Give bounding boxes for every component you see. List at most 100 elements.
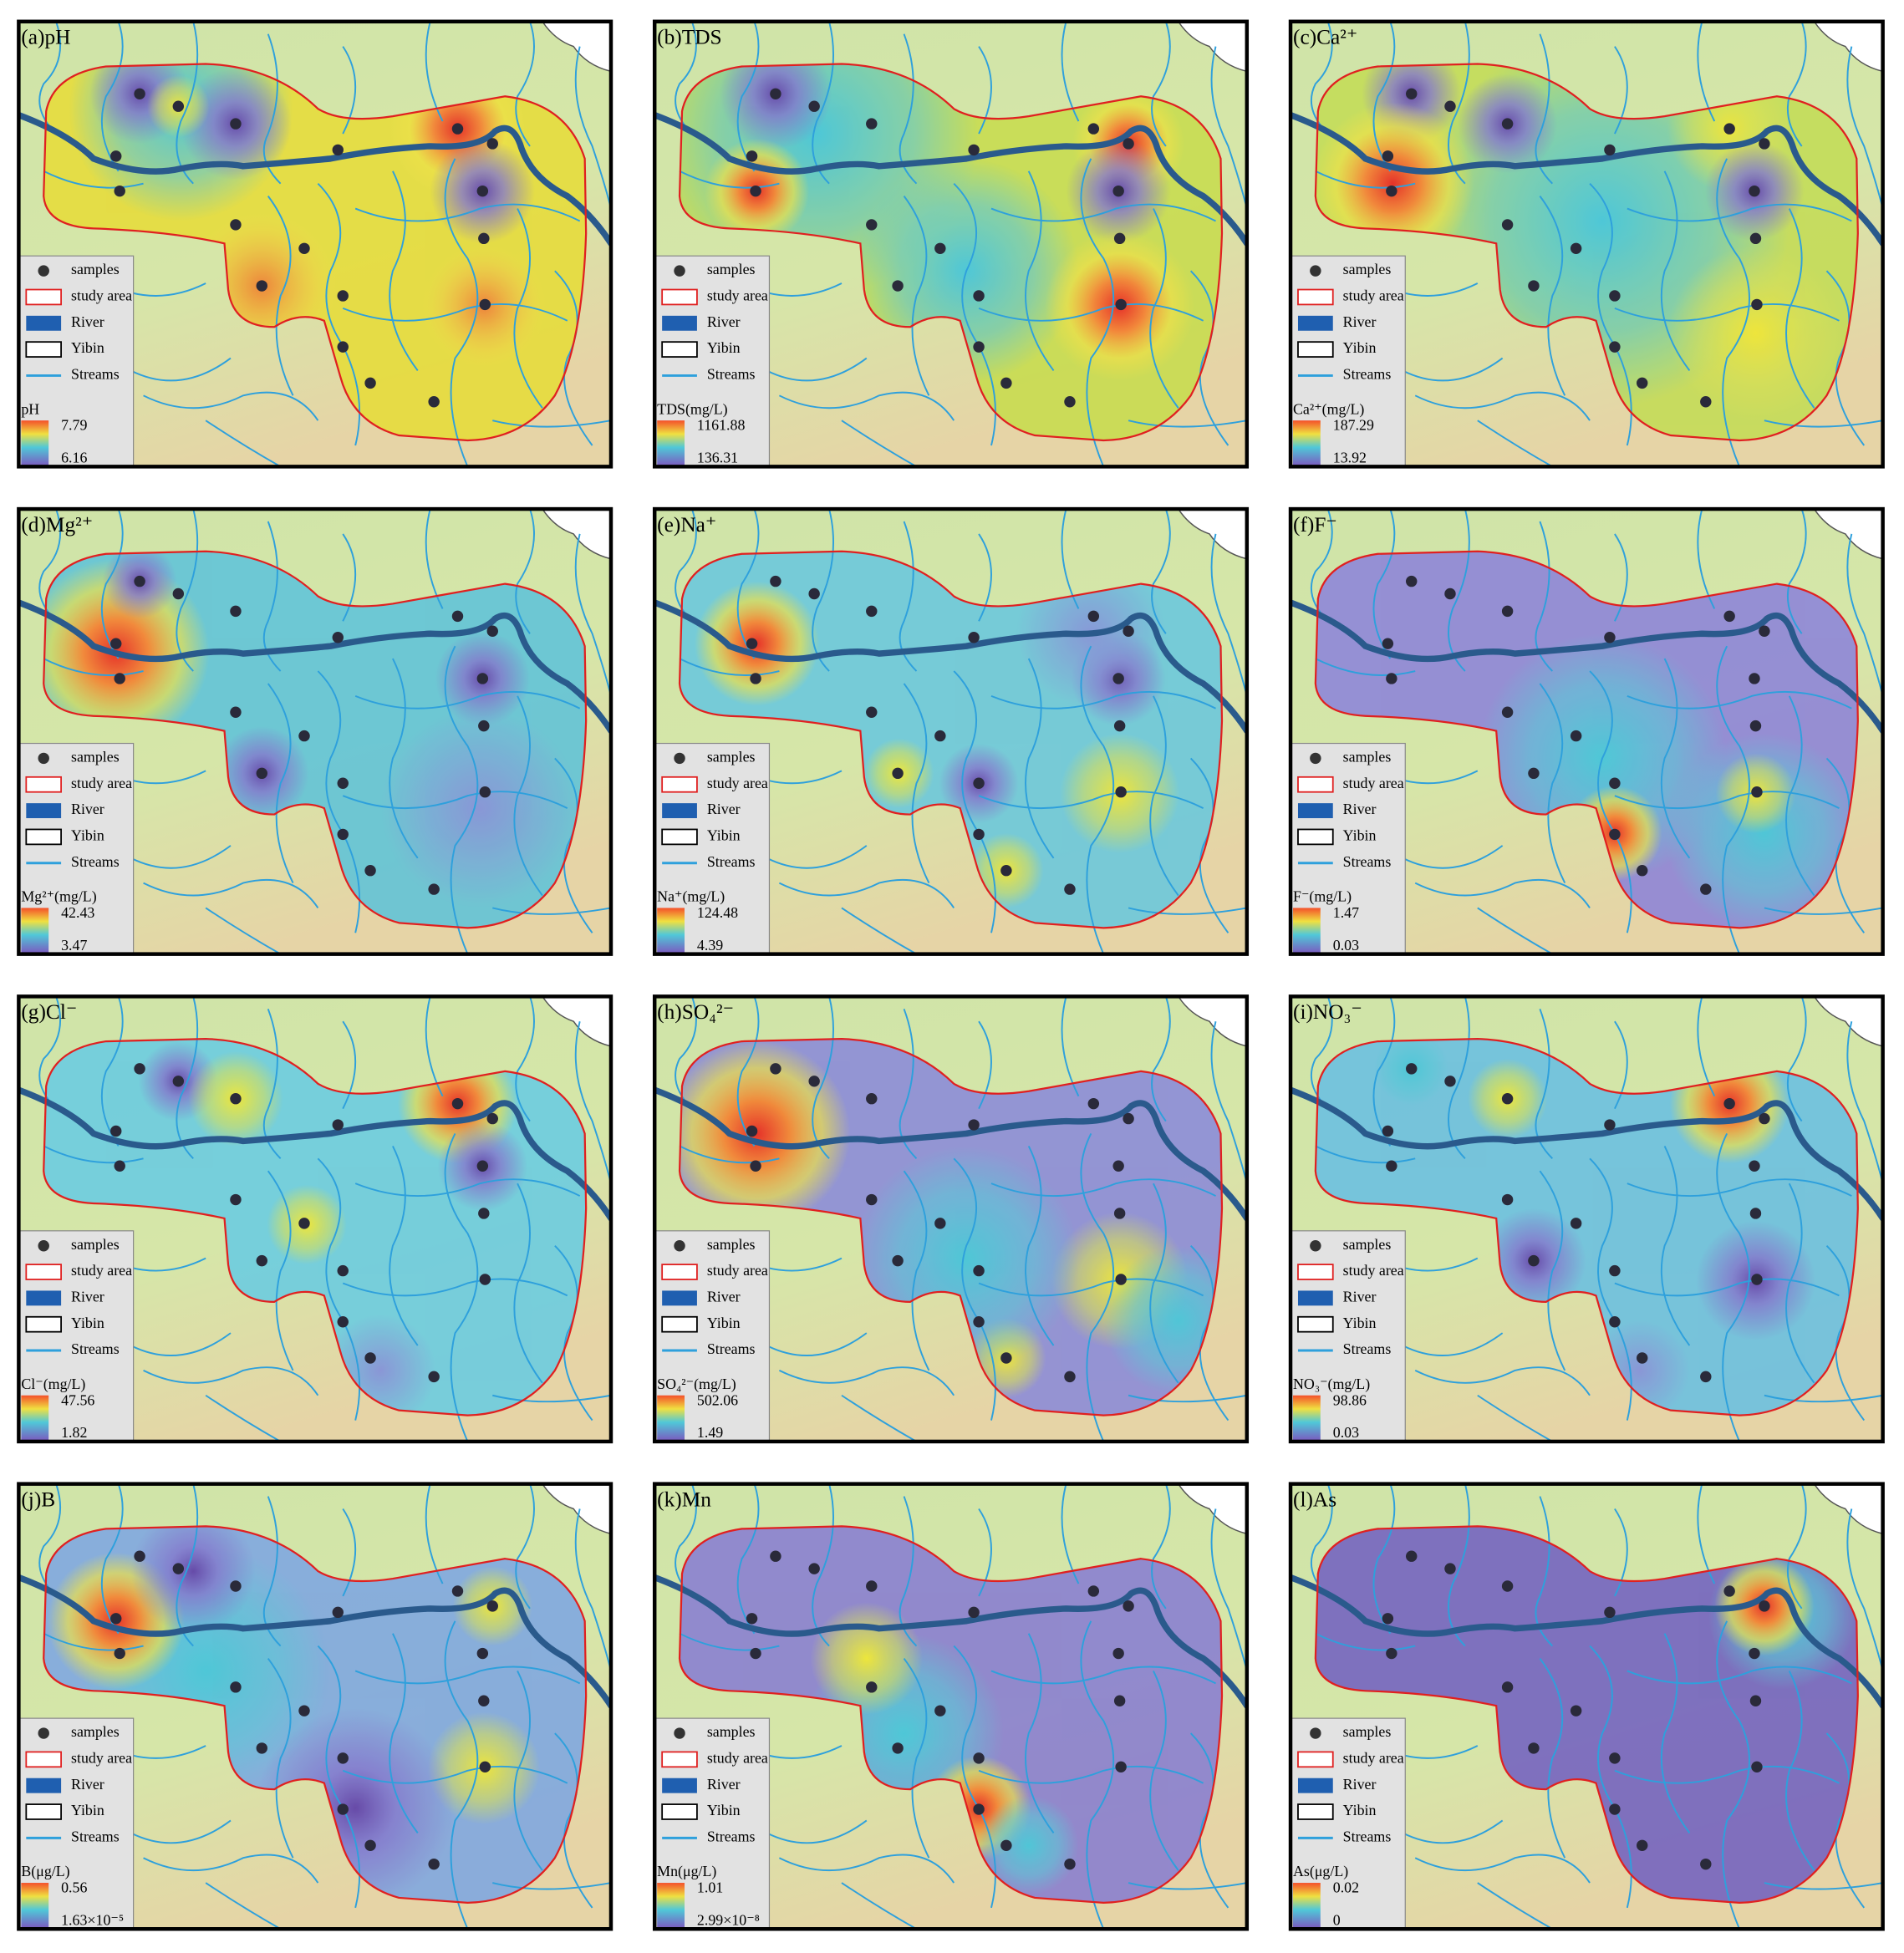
sample-point [114, 673, 125, 684]
sample-point [479, 1274, 491, 1285]
sample-point [1000, 1839, 1012, 1852]
sample-point [230, 605, 242, 618]
legend-label: Yibin [71, 339, 104, 356]
sample-point [1528, 767, 1540, 780]
legend-label: Yibin [707, 1802, 741, 1818]
legend-label: samples [707, 749, 756, 765]
map-body: samples study area River Yibin Streams Cl⁻(mg… [18, 996, 611, 1442]
sample-point [230, 1681, 242, 1693]
legend-label: Yibin [1343, 1315, 1377, 1331]
sample-point [1751, 1761, 1763, 1773]
sample-point [134, 575, 145, 587]
sample-point [1064, 883, 1076, 895]
legend-label: study area [71, 1262, 132, 1279]
sample-point [746, 150, 758, 162]
legend-study-symbol [661, 1264, 698, 1280]
sample-point [230, 706, 242, 718]
sample-point [134, 88, 145, 100]
scale-min: 1.82 [61, 1424, 87, 1441]
sample-point [1501, 605, 1514, 618]
sample-point [1501, 219, 1514, 231]
sample-point [479, 298, 491, 311]
sample-point [1604, 632, 1616, 643]
sample-point [1749, 232, 1762, 245]
surface-hotspot [1668, 246, 1843, 421]
map-body: samples study area River Yibin Streams Mn(μg/… [654, 1483, 1247, 1930]
map-body: samples study area River Yibin Streams Ca²⁺(m… [1291, 21, 1883, 467]
sample-point [337, 1803, 349, 1815]
map-panel: samples study area River Yibin Streams Mn(μg/… [652, 1482, 1250, 1931]
map-body: samples study area River Yibin Streams pH 7.79… [18, 21, 611, 467]
sample-point [973, 1264, 985, 1277]
scale-max: 0.02 [1333, 1879, 1359, 1896]
sample-point [478, 232, 490, 245]
sample-point [1528, 1254, 1540, 1267]
legend-label: Yibin [707, 827, 741, 844]
sample-point [808, 1563, 820, 1574]
legend-label: Yibin [71, 1802, 104, 1818]
sample-point [110, 638, 122, 649]
legend-label: Yibin [71, 1315, 104, 1331]
interpolated-surface [680, 1039, 1222, 1416]
sample-point [1723, 610, 1735, 623]
sample-point [892, 767, 904, 780]
sample-point [1115, 1274, 1127, 1285]
sample-point [486, 1600, 498, 1612]
legend-yibin-symbol [25, 341, 62, 358]
sample-point [1749, 1208, 1762, 1219]
scale-max: 502.06 [697, 1391, 738, 1408]
legend-label: Yibin [1343, 339, 1377, 356]
sample-point [110, 1613, 122, 1625]
panel-title: (k)Mn [657, 1488, 711, 1511]
sample-point [1570, 1218, 1582, 1229]
legend-label: study area [707, 287, 768, 304]
sample-point [1386, 185, 1397, 197]
sample-point [1501, 118, 1514, 130]
sample-point [1386, 1647, 1397, 1660]
sample-point [934, 1218, 946, 1229]
legend: samples study area River Yibin Streams Mg²⁺(m… [18, 742, 135, 954]
scale-title: NO₃⁻(mg/L) [1293, 1376, 1370, 1393]
sample-point [1112, 1160, 1124, 1172]
border-area [1813, 1483, 1883, 1535]
sample-point [1123, 138, 1134, 150]
sample-point [750, 1160, 761, 1172]
panel-frame [1288, 506, 1885, 956]
sample-point [1609, 1316, 1621, 1328]
panel-title: (a)pH [21, 25, 70, 48]
legend-study-symbol [1297, 288, 1334, 306]
color-scale [1293, 1395, 1321, 1441]
sample-point [1087, 123, 1100, 135]
legend-study-symbol [1297, 1751, 1334, 1768]
sample-point [256, 1742, 267, 1754]
legend-label: Streams [707, 366, 756, 383]
sample-point [1604, 1606, 1616, 1619]
map-body: samples study area River Yibin Streams Na⁺(mg… [654, 509, 1247, 954]
border-area [542, 21, 611, 73]
sample-point [428, 396, 440, 408]
sample-point [1604, 144, 1616, 156]
sample-point [298, 1705, 310, 1717]
sample-point [866, 1092, 878, 1105]
sample-point [1749, 185, 1760, 197]
sample-point [892, 1742, 904, 1754]
sample-point [476, 185, 489, 197]
sample-point [1444, 1076, 1456, 1087]
sample-point [364, 1352, 376, 1364]
legend-label: River [1343, 1288, 1377, 1305]
legend-label: samples [1343, 261, 1392, 277]
legend-river-symbol [662, 1290, 697, 1306]
surface-hotspot [979, 1795, 1079, 1895]
map-panel: samples study area River Yibin Streams NO₃⁻(m… [1288, 994, 1885, 1444]
legend-label: samples [707, 1236, 756, 1253]
sample-point [134, 1063, 145, 1075]
sample-point [1749, 720, 1762, 732]
scale-max: 187.29 [1333, 417, 1374, 434]
sample-point [1570, 730, 1582, 742]
sample-point [1501, 706, 1514, 718]
sample-point [968, 632, 980, 643]
sample-point [1501, 1193, 1514, 1206]
sample-point [1700, 1858, 1712, 1870]
panel-title: (c)Ca²⁺ [1293, 25, 1357, 48]
sample-point [428, 1858, 440, 1870]
